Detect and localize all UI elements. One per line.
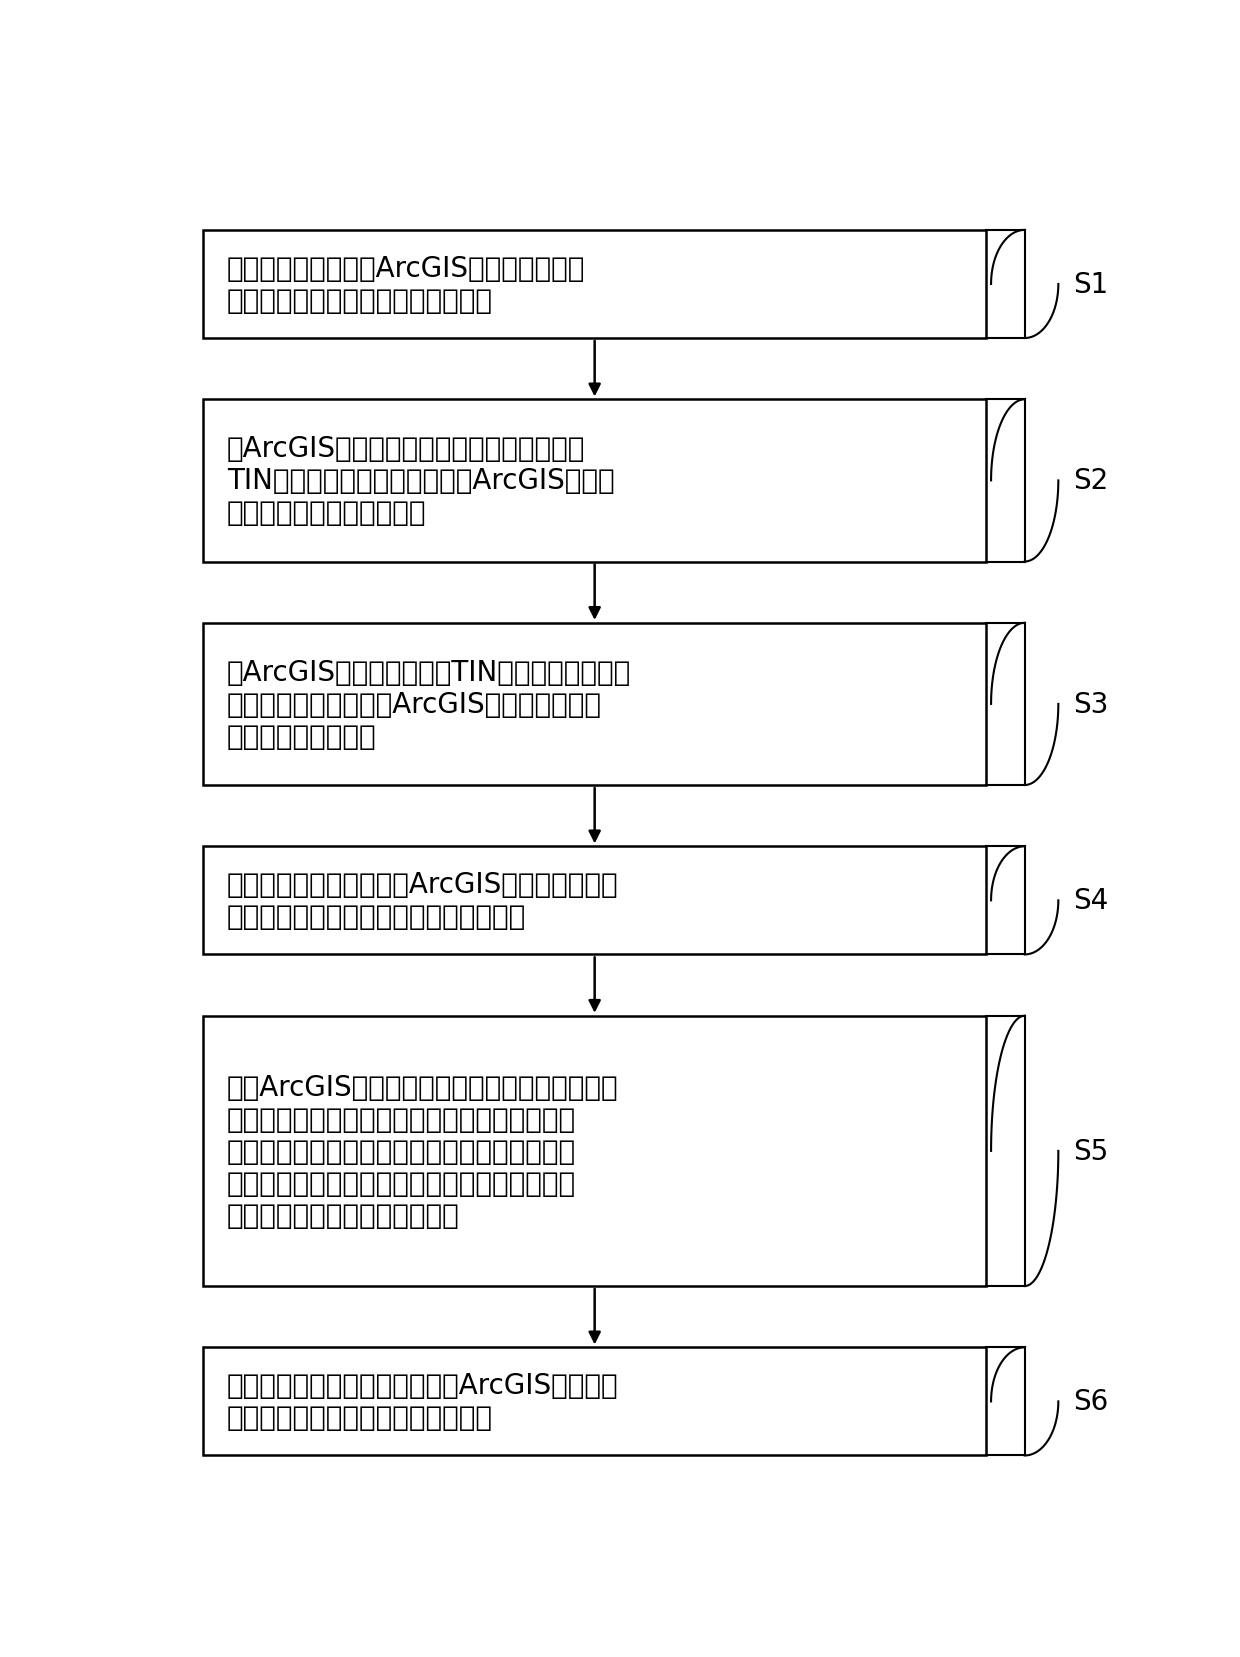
Bar xyxy=(203,1016,986,1286)
Text: S5: S5 xyxy=(1073,1137,1109,1165)
Text: 位分析图的交通区位分别进行权属赋值，将赋值: 位分析图的交通区位分别进行权属赋值，将赋值 xyxy=(227,1137,577,1165)
Text: 后的高程分析图、坡度分析图和交通区位分析图: 后的高程分析图、坡度分析图和交通区位分析图 xyxy=(227,1170,577,1198)
Text: 动分析功能生成高程分析图: 动分析功能生成高程分析图 xyxy=(227,499,427,527)
Text: TIN格式的山区地形图，再利用ArcGIS软件自: TIN格式的山区地形图，再利用ArcGIS软件自 xyxy=(227,467,615,495)
Text: S6: S6 xyxy=(1073,1387,1109,1415)
Text: 筛选功能，得到山区建设用地的选址: 筛选功能，得到山区建设用地的选址 xyxy=(227,1403,494,1432)
Text: 进行叠加，得到建设用地分析图: 进行叠加，得到建设用地分析图 xyxy=(227,1201,460,1229)
Text: 图的高程、所述坡度分析图的坡度和所述交通区: 图的高程、所述坡度分析图的坡度和所述交通区 xyxy=(227,1105,577,1133)
Bar xyxy=(203,1347,986,1455)
Text: 转化为栅格格式，利用ArcGIS软件的自动分析: 转化为栅格格式，利用ArcGIS软件的自动分析 xyxy=(227,691,603,719)
Bar xyxy=(203,399,986,562)
Text: 将道路规划红线图加载入ArcGIS软件，结合栅格: 将道路规划红线图加载入ArcGIS软件，结合栅格 xyxy=(227,872,619,898)
Bar xyxy=(203,623,986,785)
Text: 将山区地形图加载入ArcGIS软件，所述山区: 将山区地形图加载入ArcGIS软件，所述山区 xyxy=(227,255,585,283)
Text: 地形图包括高程点数据、等高线数据: 地形图包括高程点数据、等高线数据 xyxy=(227,287,494,315)
Bar xyxy=(203,230,986,338)
Text: 设定建设用地的临界面积，利用ArcGIS软件分析: 设定建设用地的临界面积，利用ArcGIS软件分析 xyxy=(227,1372,619,1400)
Text: 在ArcGIS软件中，将所述TIN格式的山区地形图: 在ArcGIS软件中，将所述TIN格式的山区地形图 xyxy=(227,658,631,686)
Text: 功能生成坡度分析图: 功能生成坡度分析图 xyxy=(227,722,377,751)
Text: 在ArcGIS软件中，将所述山区地形图转化为: 在ArcGIS软件中，将所述山区地形图转化为 xyxy=(227,436,585,462)
Text: S4: S4 xyxy=(1073,886,1109,915)
Text: S2: S2 xyxy=(1073,467,1109,495)
Text: 使用ArcGIS软件的权属赋值功能对所述高程分析: 使用ArcGIS软件的权属赋值功能对所述高程分析 xyxy=(227,1074,619,1100)
Text: S3: S3 xyxy=(1073,691,1109,719)
Bar xyxy=(203,847,986,954)
Text: S1: S1 xyxy=(1073,270,1109,298)
Text: 格式的山区地形图，生成交通区位分析图: 格式的山区地形图，生成交通区位分析图 xyxy=(227,903,526,931)
